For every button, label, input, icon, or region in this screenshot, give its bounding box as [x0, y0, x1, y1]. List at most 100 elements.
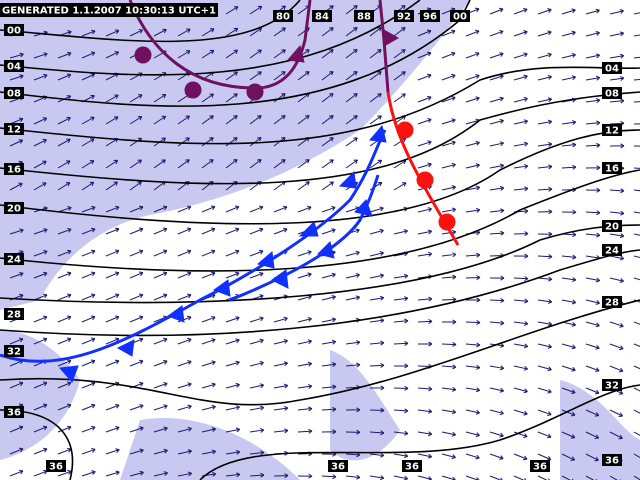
- wind-arrow: [441, 51, 456, 59]
- wind-arrow: [585, 277, 601, 283]
- isobar-label: 04: [605, 64, 619, 75]
- wind-arrow: [369, 159, 383, 169]
- front-symbol: [246, 83, 264, 101]
- wind-arrow: [33, 271, 48, 279]
- wind-arrow: [201, 404, 216, 411]
- wind-arrow: [585, 299, 600, 305]
- wind-arrow: [585, 75, 601, 81]
- wind-arrow: [633, 78, 640, 81]
- wind-arrow: [129, 181, 142, 191]
- wind-arrow: [561, 30, 576, 37]
- wind-arrow: [9, 52, 24, 59]
- wind-arrow: [465, 140, 480, 147]
- wind-arrow: [465, 96, 480, 103]
- front-symbol: [338, 170, 357, 189]
- isobar-labels: 80 84 88 92 96 00 00 04 08 12 16 20 24 28 32 36 04 08 12 16…: [4, 10, 622, 473]
- wind-arrow: [369, 452, 385, 458]
- wind-arrow: [537, 254, 553, 260]
- wind-arrow: [81, 29, 96, 37]
- wind-arrow: [345, 429, 361, 435]
- wind-arrow: [633, 56, 640, 59]
- wind-arrow: [537, 209, 553, 215]
- wind-arrow: [633, 453, 640, 459]
- wind-arrow: [537, 387, 552, 394]
- wind-arrow: [201, 360, 216, 367]
- wind-arrow: [465, 163, 480, 169]
- isobar-label: 12: [7, 125, 21, 136]
- label-box: [312, 10, 332, 22]
- wind-arrow: [561, 8, 576, 15]
- wind-arrow: [225, 427, 241, 433]
- wind-arrow: [489, 118, 504, 125]
- label-box: [4, 406, 24, 418]
- wind-arrow: [177, 471, 193, 477]
- wind-arrow: [465, 74, 480, 81]
- wind-arrow: [297, 205, 312, 213]
- wind-arrow: [129, 29, 144, 37]
- wind-arrow: [465, 431, 480, 438]
- wind-arrow: [225, 382, 240, 389]
- wind-arrow: [129, 116, 143, 125]
- wind-arrow: [249, 5, 263, 15]
- wind-arrow: [273, 361, 289, 367]
- wind-arrow: [585, 232, 601, 238]
- wind-arrow: [465, 387, 481, 393]
- isobar: [0, 169, 640, 272]
- wind-arrow: [273, 316, 288, 323]
- label-box: [4, 87, 24, 99]
- label-box: [4, 60, 24, 72]
- wind-arrow: [441, 73, 456, 81]
- wind-arrow: [57, 182, 71, 191]
- wind-arrow: [513, 52, 528, 59]
- wind-arrow: [321, 93, 334, 103]
- label-box: [602, 87, 622, 99]
- wind-arrow: [201, 249, 216, 257]
- wind-arrow: [393, 182, 407, 191]
- wind-arrow: [105, 315, 120, 323]
- wind-arrow: [249, 427, 265, 433]
- label-box: [46, 460, 66, 472]
- wind-arrow: [609, 431, 623, 440]
- wind-arrow: [105, 29, 120, 37]
- wind-arrow: [249, 115, 262, 125]
- wind-arrow: [153, 426, 168, 433]
- wind-arrow: [129, 227, 144, 235]
- wind-arrow: [369, 115, 382, 125]
- wind-arrow: [153, 337, 168, 345]
- wind-arrow: [225, 71, 238, 81]
- wind-arrow: [489, 185, 505, 191]
- wind-arrow: [537, 431, 552, 439]
- wind-arrow: [417, 95, 432, 103]
- wind-arrow: [153, 448, 168, 455]
- wind-arrow: [225, 93, 238, 103]
- wind-arrow: [585, 120, 601, 126]
- wind-arrow: [249, 316, 264, 323]
- wind-arrow: [441, 453, 456, 460]
- wind-arrow: [537, 186, 553, 192]
- wind-arrow: [81, 138, 95, 147]
- wind-arrow: [561, 75, 577, 81]
- wind-arrow: [273, 115, 286, 125]
- wind-arrow: [129, 404, 144, 411]
- label-box: [602, 379, 622, 391]
- wind-arrow: [153, 471, 168, 477]
- front-symbol: [298, 221, 319, 237]
- wind-arrow: [633, 167, 640, 169]
- wind-arrow: [633, 409, 640, 414]
- wind-arrow: [633, 387, 640, 392]
- wind-arrow: [321, 137, 334, 147]
- wind-arrow: [537, 141, 553, 147]
- wind-arrow: [441, 364, 457, 370]
- wind-arrow: [153, 249, 168, 257]
- front-symbol: [116, 339, 135, 357]
- occluded-front: [128, 0, 400, 101]
- wind-arrow: [537, 74, 552, 81]
- wind-arrow: [537, 231, 553, 237]
- front-symbol: [383, 29, 400, 47]
- wind-arrow: [129, 293, 144, 301]
- wind-arrow: [201, 338, 216, 345]
- wind-arrow: [57, 381, 72, 389]
- wind-arrow: [81, 315, 96, 323]
- wind-arrow: [225, 227, 240, 235]
- wind-arrow: [81, 73, 96, 81]
